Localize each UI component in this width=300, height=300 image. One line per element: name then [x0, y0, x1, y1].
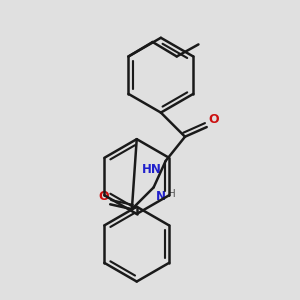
Text: O: O	[208, 113, 218, 126]
Text: O: O	[98, 190, 109, 203]
Text: HN: HN	[142, 163, 162, 176]
Text: H: H	[168, 189, 176, 199]
Text: N: N	[156, 190, 166, 203]
